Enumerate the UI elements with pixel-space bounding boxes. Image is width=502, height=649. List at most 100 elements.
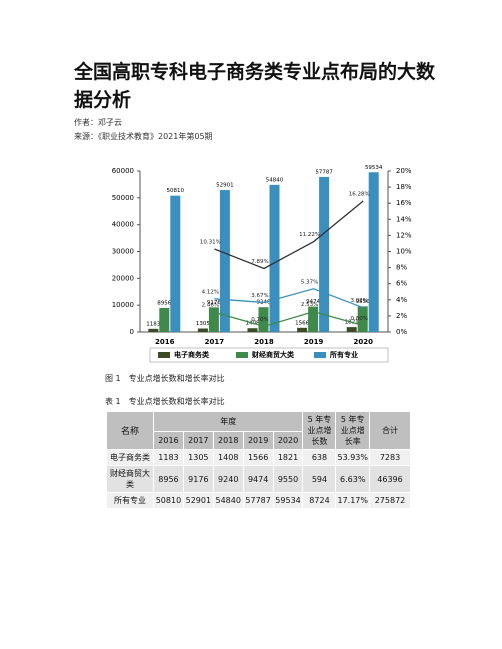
header-cell: 年度 xyxy=(152,410,304,433)
table-cell: 9474 xyxy=(242,465,274,493)
table-cell: 7283 xyxy=(369,449,411,466)
growth-line xyxy=(214,310,364,328)
header-cell: 5 年专业点增长率 xyxy=(335,411,370,450)
title: 全国高职专科电子商务类专业点布局的大数据分析 xyxy=(74,61,436,111)
table-cell: 1183 xyxy=(153,449,184,466)
table-cell: 638 xyxy=(302,449,337,466)
growth-label: 5.37% xyxy=(301,279,318,285)
table-cell: 54840 xyxy=(212,492,244,509)
table-row: 财经商贸大类 8956 9176 9240 9474 9550 594 6.63% 46396 xyxy=(106,465,411,493)
y2-tick-label: 0% xyxy=(396,328,407,336)
bar xyxy=(297,327,308,332)
bar-label: 1566 xyxy=(295,320,309,326)
table-row: 2016 2017 2018 2019 2020 xyxy=(107,431,411,450)
table-cell: 8724 xyxy=(302,492,337,509)
growth-label: 0.80% xyxy=(350,316,367,322)
x-tick-label: 2016 xyxy=(155,338,175,346)
header-cell: 2017 xyxy=(182,431,214,450)
table-cell: 8956 xyxy=(153,465,184,493)
data-table: 名称 年度 5 年专业点增长数 5 年专业点增长率 合计 2016 2017 2018 2019… xyxy=(106,410,411,509)
legend-box xyxy=(149,347,389,363)
legend-swatch xyxy=(314,352,326,358)
table-cell: 财经商贸大类 xyxy=(106,465,154,493)
table-cell: 1305 xyxy=(182,449,214,466)
table-cell: 52901 xyxy=(182,492,214,509)
y2-tick-label: 2% xyxy=(396,312,407,320)
y-tick-label: 50000 xyxy=(112,194,134,202)
bar-label: 52901 xyxy=(216,183,234,189)
legend-swatch xyxy=(236,352,248,358)
table-caption: 表 1 专业点增长数和增长率对比 xyxy=(105,397,225,406)
header-cell: 5 年专业点增长数 xyxy=(302,411,337,450)
table-cell: 6.63% xyxy=(335,465,370,493)
table-cell: 9176 xyxy=(182,465,214,493)
y-tick-label: 40000 xyxy=(112,221,134,229)
table-cell: 59534 xyxy=(272,492,304,509)
bar-label: 50810 xyxy=(167,188,185,194)
bar xyxy=(197,328,208,332)
bar xyxy=(346,327,357,332)
y2-tick-label: 10% xyxy=(396,248,412,256)
bar xyxy=(208,307,219,332)
bar-label: 1305 xyxy=(196,321,210,327)
chart: 0 10000 20000 30000 40000 50000 60000 0% 2% 4% 6% 8… xyxy=(112,165,412,363)
growth-line xyxy=(214,288,364,309)
x-tick-label: 2017 xyxy=(205,338,225,346)
bar-label: 9176 xyxy=(207,300,221,306)
table-cell: 46396 xyxy=(369,465,411,493)
y2-tick-label: 6% xyxy=(396,280,407,288)
table-cell: 17.17% xyxy=(335,492,370,509)
growth-label: 3.67% xyxy=(251,293,268,299)
header-cell: 名称 xyxy=(106,411,154,450)
growth-label: 11.22% xyxy=(299,232,320,238)
y2-tick-label: 16% xyxy=(396,199,412,207)
growth-label: 4.12% xyxy=(202,289,219,295)
header-cell: 2020 xyxy=(272,431,304,450)
table-cell: 1566 xyxy=(242,449,274,466)
table-cell: 9240 xyxy=(212,465,244,493)
growth-line xyxy=(214,200,364,270)
header-cell: 2018 xyxy=(212,431,244,450)
bar-label: 9550 xyxy=(356,299,370,305)
bar xyxy=(357,306,368,332)
legend-swatch xyxy=(158,352,170,358)
table-cell: 275872 xyxy=(369,492,411,509)
growth-label: 2.46% xyxy=(202,303,219,309)
growth-label: 0.70% xyxy=(251,317,268,323)
table-cell: 1408 xyxy=(212,449,244,466)
bar xyxy=(269,184,280,332)
table-row: 电子商务类 1183 1305 1408 1566 1821 638 53.93% 7283 xyxy=(106,449,411,466)
bar xyxy=(159,307,170,332)
x-tick-label: 2019 xyxy=(304,338,324,346)
y2-tick-label: 18% xyxy=(396,183,412,191)
y-tick-label: 30000 xyxy=(112,248,134,256)
author: 作者：邓子云 xyxy=(74,118,122,127)
table-row: 名称 年度 5 年专业点增长数 5 年专业点增长率 合计 xyxy=(106,410,411,450)
y-tick-label: 20000 xyxy=(112,274,134,282)
bar-label: 54840 xyxy=(266,177,284,183)
source: 来源：《职业技术教育》2021年第05期 xyxy=(74,132,213,141)
table-cell: 50810 xyxy=(153,492,184,509)
header-cell: 2016 xyxy=(153,431,184,450)
y-tick-label: 60000 xyxy=(112,167,134,175)
bar xyxy=(219,190,230,332)
bar xyxy=(148,328,159,332)
bar xyxy=(170,195,181,332)
table-cell: 电子商务类 xyxy=(106,449,154,466)
table-row: 所有专业 50810 52901 54840 57787 59534 8724 17.17% 2… xyxy=(106,492,411,509)
growth-label: 10.31% xyxy=(200,240,221,246)
bar xyxy=(308,306,319,332)
header-cell: 合计 xyxy=(369,411,411,450)
y2-tick-label: 20% xyxy=(396,167,412,175)
growth-label: 16.28% xyxy=(349,191,370,197)
table-cell: 9550 xyxy=(272,465,304,493)
table-cell: 所有专业 xyxy=(106,492,154,509)
growth-label: 3.02% xyxy=(350,298,367,304)
y2-tick-label: 12% xyxy=(396,231,412,239)
x-tick-label: 2020 xyxy=(353,338,373,346)
bar xyxy=(319,176,330,332)
legend-label: 所有专业 xyxy=(330,350,358,359)
y-tick-label: 0 xyxy=(130,328,134,336)
y2-tick-label: 14% xyxy=(396,215,412,223)
